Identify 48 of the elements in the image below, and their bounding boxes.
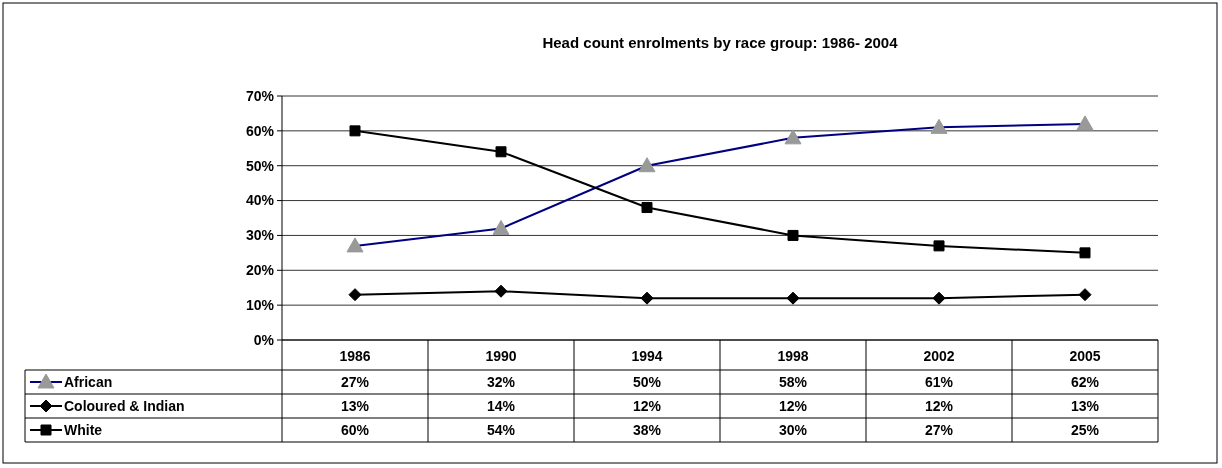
y-tick-label: 50% [245, 157, 275, 174]
y-tick-label: 30% [245, 227, 275, 244]
chart-title: Head count enrolments by race group: 1986- 2004 [542, 34, 899, 51]
x-tick-label: 1994 [631, 347, 663, 364]
point [1079, 247, 1091, 259]
x-tick-label: 2002 [923, 347, 955, 364]
y-tick-label: 70% [245, 87, 275, 104]
text: 27% [340, 373, 370, 390]
point [495, 146, 507, 158]
text: 14% [486, 397, 516, 414]
text: 50% [632, 373, 662, 390]
point [786, 291, 800, 305]
y-tick-label: 0% [253, 331, 275, 348]
y-tick-label: 40% [245, 192, 275, 209]
text: 13% [340, 397, 370, 414]
text: 62% [1070, 373, 1100, 390]
point [1078, 288, 1092, 302]
text: 60% [340, 421, 370, 438]
text: 12% [924, 397, 954, 414]
point [640, 291, 654, 305]
point [933, 240, 945, 252]
legend-label: Coloured & Indian [64, 397, 185, 414]
legend-label: African [64, 373, 113, 390]
point [349, 125, 361, 137]
x-tick-label: 1998 [777, 347, 809, 364]
point [641, 202, 653, 214]
text: 32% [486, 373, 516, 390]
text: 12% [778, 397, 808, 414]
x-tick-label: 1986 [339, 347, 371, 364]
text: 30% [778, 421, 808, 438]
text: 27% [924, 421, 954, 438]
legend-label: White [64, 421, 103, 438]
text: 13% [1070, 397, 1100, 414]
text: 38% [632, 421, 662, 438]
x-tick-label: 2005 [1069, 347, 1101, 364]
text: 61% [924, 373, 954, 390]
text: 54% [486, 421, 516, 438]
x-tick-label: 1990 [485, 347, 517, 364]
text: 25% [1070, 421, 1100, 438]
text: 58% [778, 373, 808, 390]
y-tick-label: 60% [245, 122, 275, 139]
point [932, 291, 946, 305]
point [348, 288, 362, 302]
y-tick-label: 20% [245, 262, 275, 279]
point [494, 284, 508, 298]
point [787, 229, 799, 241]
text: 12% [632, 397, 662, 414]
y-tick-label: 10% [245, 297, 275, 314]
